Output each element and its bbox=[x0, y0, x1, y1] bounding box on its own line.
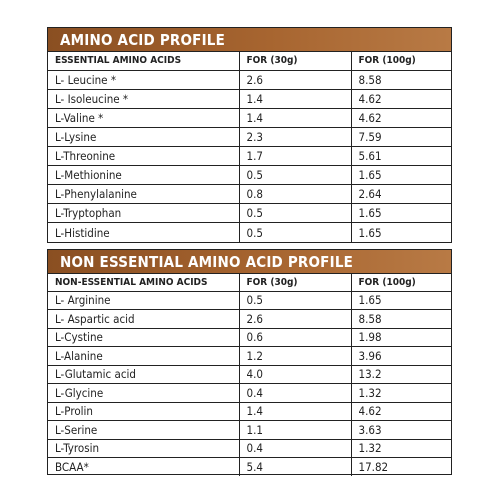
amount-per-30g: 1.4 bbox=[238, 88, 352, 109]
amino-acid-name: L-Methionine bbox=[48, 164, 240, 186]
amino-acid-name: L-Tyrosin bbox=[48, 438, 240, 458]
amino-acid-name: L-Tryptophan bbox=[48, 203, 240, 224]
amount-per-30g: 1.4 bbox=[238, 107, 352, 128]
amino-acid-name: L-Histidine bbox=[48, 222, 240, 242]
table-row: L-Glutamic acid 4.0 13.2 bbox=[48, 364, 451, 384]
table-row: L-Cystine 0.6 1.98 bbox=[48, 327, 451, 347]
amount-per-100g: 2.64 bbox=[350, 184, 451, 205]
nonessential-amino-acid-panel: NON ESSENTIAL AMINO ACID PROFILE NON-ESS… bbox=[47, 249, 452, 476]
amount-per-100g: 13.2 bbox=[350, 364, 451, 384]
amount-per-30g: 1.1 bbox=[238, 420, 352, 440]
amount-per-100g: 1.32 bbox=[350, 383, 451, 403]
table-row: L-Valine * 1.4 4.62 bbox=[48, 107, 451, 128]
amount-per-100g: 7.59 bbox=[350, 126, 451, 147]
table-row: L-Phenylalanine 0.8 2.64 bbox=[48, 184, 451, 205]
column-header-name: NON-ESSENTIAL AMINO ACIDS bbox=[48, 274, 240, 292]
column-header-30g: FOR (30g) bbox=[238, 274, 352, 292]
essential-profile-title: AMINO ACID PROFILE bbox=[48, 28, 451, 52]
amount-per-30g: 1.7 bbox=[238, 145, 352, 166]
table-row: BCAA* 5.4 17.82 bbox=[48, 457, 451, 476]
column-header-100g: FOR (100g) bbox=[350, 52, 451, 71]
amount-per-30g: 1.4 bbox=[238, 401, 352, 421]
table-row: L- Isoleucine * 1.4 4.62 bbox=[48, 88, 451, 109]
amount-per-30g: 0.5 bbox=[238, 203, 352, 224]
amount-per-30g: 0.8 bbox=[238, 184, 352, 205]
amount-per-100g: 1.65 bbox=[350, 291, 451, 310]
table-row: L- Arginine 0.5 1.65 bbox=[48, 291, 451, 310]
column-header-name: ESSENTIAL AMINO ACIDS bbox=[48, 52, 240, 71]
amount-per-100g: 8.58 bbox=[350, 70, 451, 90]
amount-per-30g: 0.5 bbox=[238, 291, 352, 310]
table-row: L-Tryptophan 0.5 1.65 bbox=[48, 203, 451, 224]
table-row: L-Methionine 0.5 1.65 bbox=[48, 164, 451, 186]
amino-acid-name: L-Threonine bbox=[48, 145, 240, 166]
amount-per-100g: 1.65 bbox=[350, 222, 451, 242]
table-row: L-Threonine 1.7 5.61 bbox=[48, 145, 451, 166]
amount-per-30g: 5.4 bbox=[238, 457, 352, 476]
amino-acid-name: L-Phenylalanine bbox=[48, 184, 240, 205]
amount-per-30g: 2.6 bbox=[238, 70, 352, 90]
amount-per-30g: 2.3 bbox=[238, 126, 352, 147]
amount-per-30g: 0.4 bbox=[238, 438, 352, 458]
nonessential-profile-title: NON ESSENTIAL AMINO ACID PROFILE bbox=[48, 250, 451, 274]
table-row: L-Alanine 1.2 3.96 bbox=[48, 346, 451, 366]
amount-per-100g: 1.98 bbox=[350, 327, 451, 347]
essential-amino-acid-table: ESSENTIAL AMINO ACIDS FOR (30g) FOR (100… bbox=[48, 52, 451, 242]
amino-acid-name: L-Glutamic acid bbox=[48, 364, 240, 384]
table-row: L-Histidine 0.5 1.65 bbox=[48, 222, 451, 242]
amount-per-30g: 0.5 bbox=[238, 222, 352, 242]
column-header-30g: FOR (30g) bbox=[238, 52, 352, 71]
amount-per-100g: 8.58 bbox=[350, 309, 451, 329]
amount-per-30g: 0.6 bbox=[238, 327, 352, 347]
table-row: L-Tyrosin 0.4 1.32 bbox=[48, 438, 451, 458]
amino-acid-name: BCAA* bbox=[48, 457, 240, 476]
amount-per-30g: 4.0 bbox=[238, 364, 352, 384]
column-header-100g: FOR (100g) bbox=[350, 274, 451, 292]
table-row: L-Prolin 1.4 4.62 bbox=[48, 401, 451, 421]
amount-per-100g: 1.65 bbox=[350, 164, 451, 186]
essential-amino-acid-panel: AMINO ACID PROFILE ESSENTIAL AMINO ACIDS… bbox=[47, 27, 452, 243]
table-row: L-Lysine 2.3 7.59 bbox=[48, 126, 451, 147]
table-row: L- Aspartic acid 2.6 8.58 bbox=[48, 309, 451, 329]
amino-acid-name: L-Alanine bbox=[48, 346, 240, 366]
table-row: L- Leucine * 2.6 8.58 bbox=[48, 70, 451, 90]
amount-per-30g: 2.6 bbox=[238, 309, 352, 329]
nonessential-amino-acid-table: NON-ESSENTIAL AMINO ACIDS FOR (30g) FOR … bbox=[48, 274, 451, 476]
amount-per-100g: 1.32 bbox=[350, 438, 451, 458]
amount-per-100g: 3.96 bbox=[350, 346, 451, 366]
amino-acid-name: L- Arginine bbox=[48, 291, 240, 310]
amount-per-100g: 4.62 bbox=[350, 107, 451, 128]
amino-acid-name: L-Serine bbox=[48, 420, 240, 440]
table-row: L-Glycine 0.4 1.32 bbox=[48, 383, 451, 403]
amino-acid-name: L-Glycine bbox=[48, 383, 240, 403]
amino-acid-name: L-Lysine bbox=[48, 126, 240, 147]
amino-acid-name: L- Aspartic acid bbox=[48, 309, 240, 329]
amount-per-100g: 5.61 bbox=[350, 145, 451, 166]
table-header-row: ESSENTIAL AMINO ACIDS FOR (30g) FOR (100… bbox=[48, 52, 451, 71]
amount-per-30g: 1.2 bbox=[238, 346, 352, 366]
amount-per-100g: 3.63 bbox=[350, 420, 451, 440]
amount-per-100g: 1.65 bbox=[350, 203, 451, 224]
amino-acid-name: L- Isoleucine * bbox=[48, 88, 240, 109]
table-row: L-Serine 1.1 3.63 bbox=[48, 420, 451, 440]
table-header-row: NON-ESSENTIAL AMINO ACIDS FOR (30g) FOR … bbox=[48, 274, 451, 292]
amino-acid-name: L- Leucine * bbox=[48, 70, 240, 90]
amino-acid-name: L-Valine * bbox=[48, 107, 240, 128]
amount-per-100g: 4.62 bbox=[350, 88, 451, 109]
amount-per-30g: 0.4 bbox=[238, 383, 352, 403]
amount-per-100g: 17.82 bbox=[350, 457, 451, 476]
amino-acid-name: L-Prolin bbox=[48, 401, 240, 421]
amino-acid-name: L-Cystine bbox=[48, 327, 240, 347]
amount-per-100g: 4.62 bbox=[350, 401, 451, 421]
amount-per-30g: 0.5 bbox=[238, 164, 352, 186]
